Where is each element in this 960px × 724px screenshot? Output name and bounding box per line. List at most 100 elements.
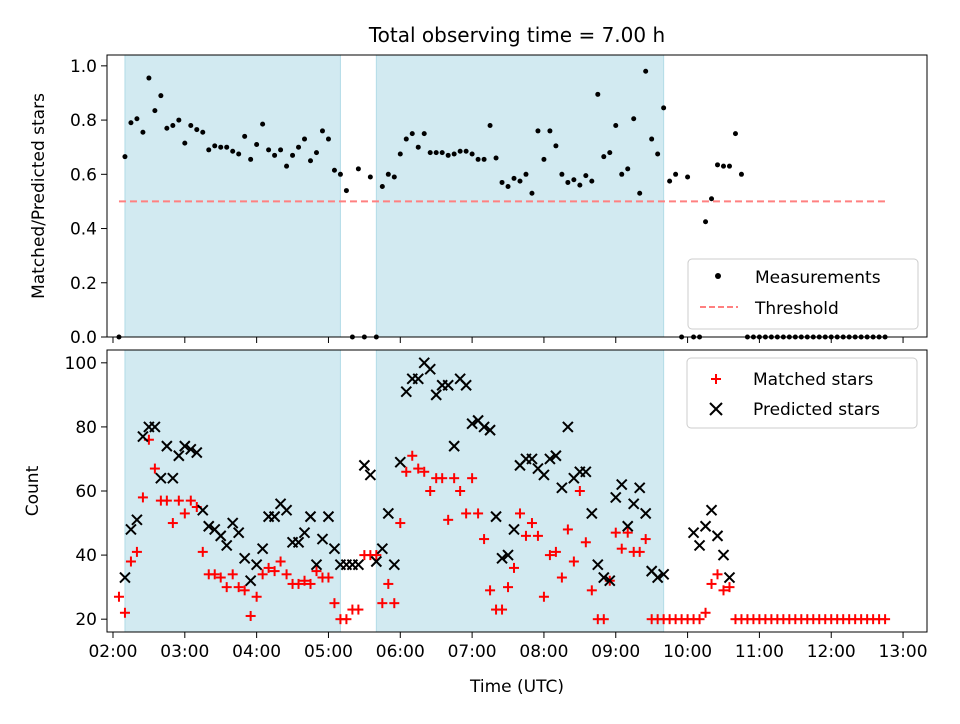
y-tick-label: 40 [75, 546, 97, 566]
matched-star-point [341, 614, 352, 625]
predicted-star-point [376, 542, 389, 555]
predicted-star-point [221, 539, 233, 552]
measurement-point [236, 151, 242, 157]
measurement-point [248, 156, 254, 162]
measurement-point [284, 163, 290, 169]
matched-star-point [616, 543, 627, 554]
measurement-point [631, 116, 637, 122]
measurement-point [409, 131, 415, 137]
matched-star-point [568, 556, 579, 567]
observing-band [375, 349, 665, 633]
predicted-star-point [502, 549, 514, 561]
measurement-point [661, 105, 667, 111]
predicted-star-point [544, 453, 556, 465]
observing-band [124, 349, 341, 633]
measurement-point [146, 75, 152, 81]
measurement-point [541, 156, 547, 162]
predicted-star-point [490, 510, 502, 523]
measurement-point [709, 196, 715, 202]
x-tick-label: 11:00 [735, 642, 784, 662]
matched-star-point [173, 495, 184, 506]
matched-star-point [526, 518, 537, 529]
predicted-star-point [292, 536, 305, 548]
matched-star-point [251, 591, 262, 602]
predicted-star-point [232, 526, 245, 539]
matched-star-point [305, 578, 316, 589]
measurement-point [331, 167, 337, 173]
x-tick-label: 02:00 [88, 642, 137, 662]
x-tick-label: 06:00 [376, 642, 425, 662]
measurement-point [260, 121, 266, 127]
predicted-star-point [256, 542, 269, 555]
measurement-point [313, 150, 319, 156]
predicted-star-point [478, 421, 490, 433]
predicted-star-point [280, 504, 293, 516]
measurement-point [523, 171, 529, 177]
measurement-point [182, 140, 188, 146]
predicted-star-point [550, 450, 562, 462]
matched-star-point [461, 508, 472, 519]
predicted-star-point [442, 379, 454, 391]
matched-star-point [353, 604, 364, 615]
measurement-point [738, 171, 744, 177]
matched-star-point [580, 537, 591, 548]
measurement-point [224, 144, 230, 150]
matched-star-point [389, 598, 400, 609]
matched-star-point [574, 486, 585, 496]
observing-band [375, 54, 665, 338]
predicted-star-point [622, 520, 634, 532]
measurement-point [445, 152, 451, 158]
measurement-point [685, 174, 691, 180]
predicted-star-point [711, 530, 724, 542]
matched-star-point [281, 569, 292, 580]
measurement-point [266, 147, 272, 153]
matched-star-point [562, 524, 573, 535]
measurement-point [134, 116, 140, 122]
matched-star-point [880, 614, 891, 625]
predicted-star-point [394, 456, 406, 468]
measurement-point [553, 143, 559, 149]
measurement-point [481, 156, 487, 162]
x-axis-label: Time (UTC) [469, 677, 564, 697]
measurement-point [355, 166, 361, 172]
predicted-star-point [238, 552, 251, 565]
matched-star-point [269, 566, 280, 577]
predicted-star-point [167, 472, 179, 484]
measurement-point [308, 158, 314, 164]
predicted-star-point [197, 504, 209, 516]
matched-star-point [311, 566, 322, 577]
predicted-star-point [268, 510, 281, 523]
predicted-star-point [460, 379, 472, 391]
predicted-star-point [250, 558, 263, 571]
x-tick-label: 05:00 [304, 642, 353, 662]
matched-star-point [125, 556, 136, 567]
measurement-point [140, 129, 146, 135]
y-tick-label: 0.6 [70, 165, 97, 185]
measurement-point [475, 156, 481, 162]
y-tick-label: 60 [75, 482, 97, 502]
predicted-star-point [651, 571, 664, 584]
matched-star-point [149, 463, 160, 474]
measurement-point [385, 171, 391, 177]
matched-star-point [137, 492, 148, 503]
predicted-star-point [412, 373, 424, 385]
matched-star-point [119, 607, 130, 618]
measurement-point [433, 150, 439, 156]
measurement-point [595, 91, 601, 97]
matched-star-point [520, 530, 531, 541]
measurement-point [337, 171, 343, 177]
legend-threshold-label: Threshold [754, 299, 839, 319]
measurement-point [589, 178, 595, 184]
matched-star-point [598, 614, 609, 625]
matched-star-point [455, 486, 466, 496]
matched-star-point [371, 550, 382, 561]
matched-star-point [700, 607, 711, 618]
matched-star-point [503, 582, 514, 593]
matched-star-point [197, 546, 208, 557]
observing-bands-bottom [124, 349, 665, 633]
measurement-point [667, 178, 673, 184]
legend-matched-label: Matched stars [753, 370, 873, 390]
predicted-star-point [466, 417, 478, 430]
ratio-panel: 0.0 0.2 0.4 0.6 0.8 1.0 Matched/Predicted sta… [29, 54, 928, 348]
